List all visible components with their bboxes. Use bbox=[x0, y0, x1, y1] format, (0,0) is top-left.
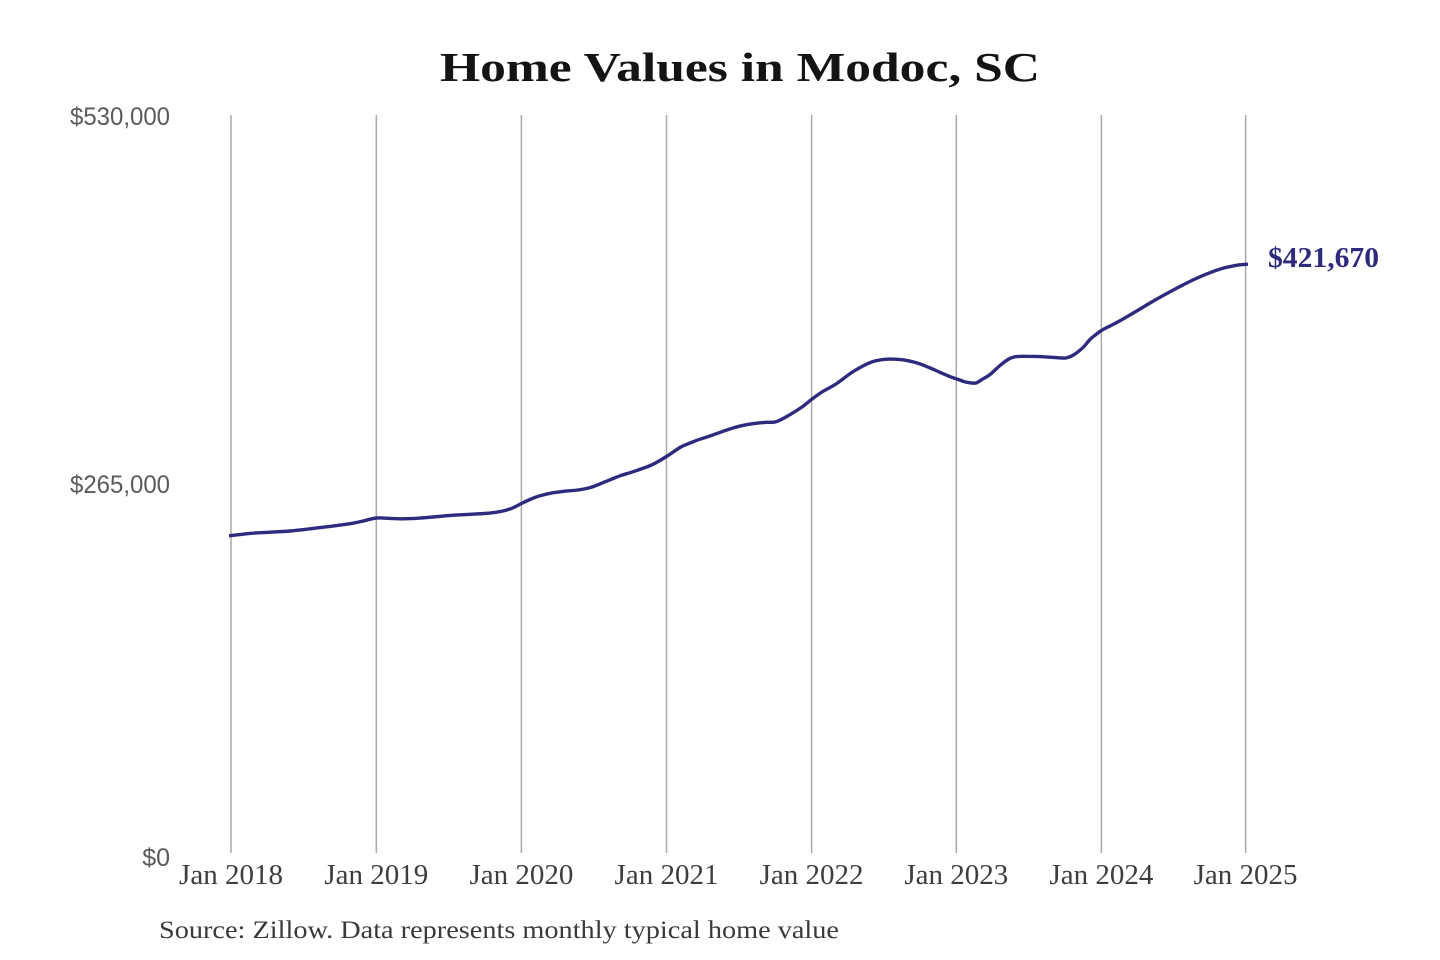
svg-text:Jan 2019: Jan 2019 bbox=[324, 859, 428, 891]
svg-text:Jan 2024: Jan 2024 bbox=[1049, 859, 1153, 891]
svg-text:$0: $0 bbox=[142, 844, 170, 872]
svg-text:$421,670: $421,670 bbox=[1268, 243, 1379, 274]
svg-text:Jan 2018: Jan 2018 bbox=[179, 859, 283, 891]
svg-text:Jan 2022: Jan 2022 bbox=[760, 859, 864, 891]
svg-text:$265,000: $265,000 bbox=[70, 471, 170, 499]
svg-text:Home Values in Modoc, SC: Home Values in Modoc, SC bbox=[440, 44, 1040, 90]
svg-text:Jan 2020: Jan 2020 bbox=[469, 859, 573, 891]
svg-text:Jan 2025: Jan 2025 bbox=[1194, 859, 1298, 891]
svg-text:Jan 2023: Jan 2023 bbox=[904, 859, 1008, 891]
svg-text:Source: Zillow. Data represent: Source: Zillow. Data represents monthly … bbox=[159, 917, 839, 944]
svg-text:$530,000: $530,000 bbox=[70, 103, 170, 131]
svg-text:Jan 2021: Jan 2021 bbox=[615, 859, 719, 891]
